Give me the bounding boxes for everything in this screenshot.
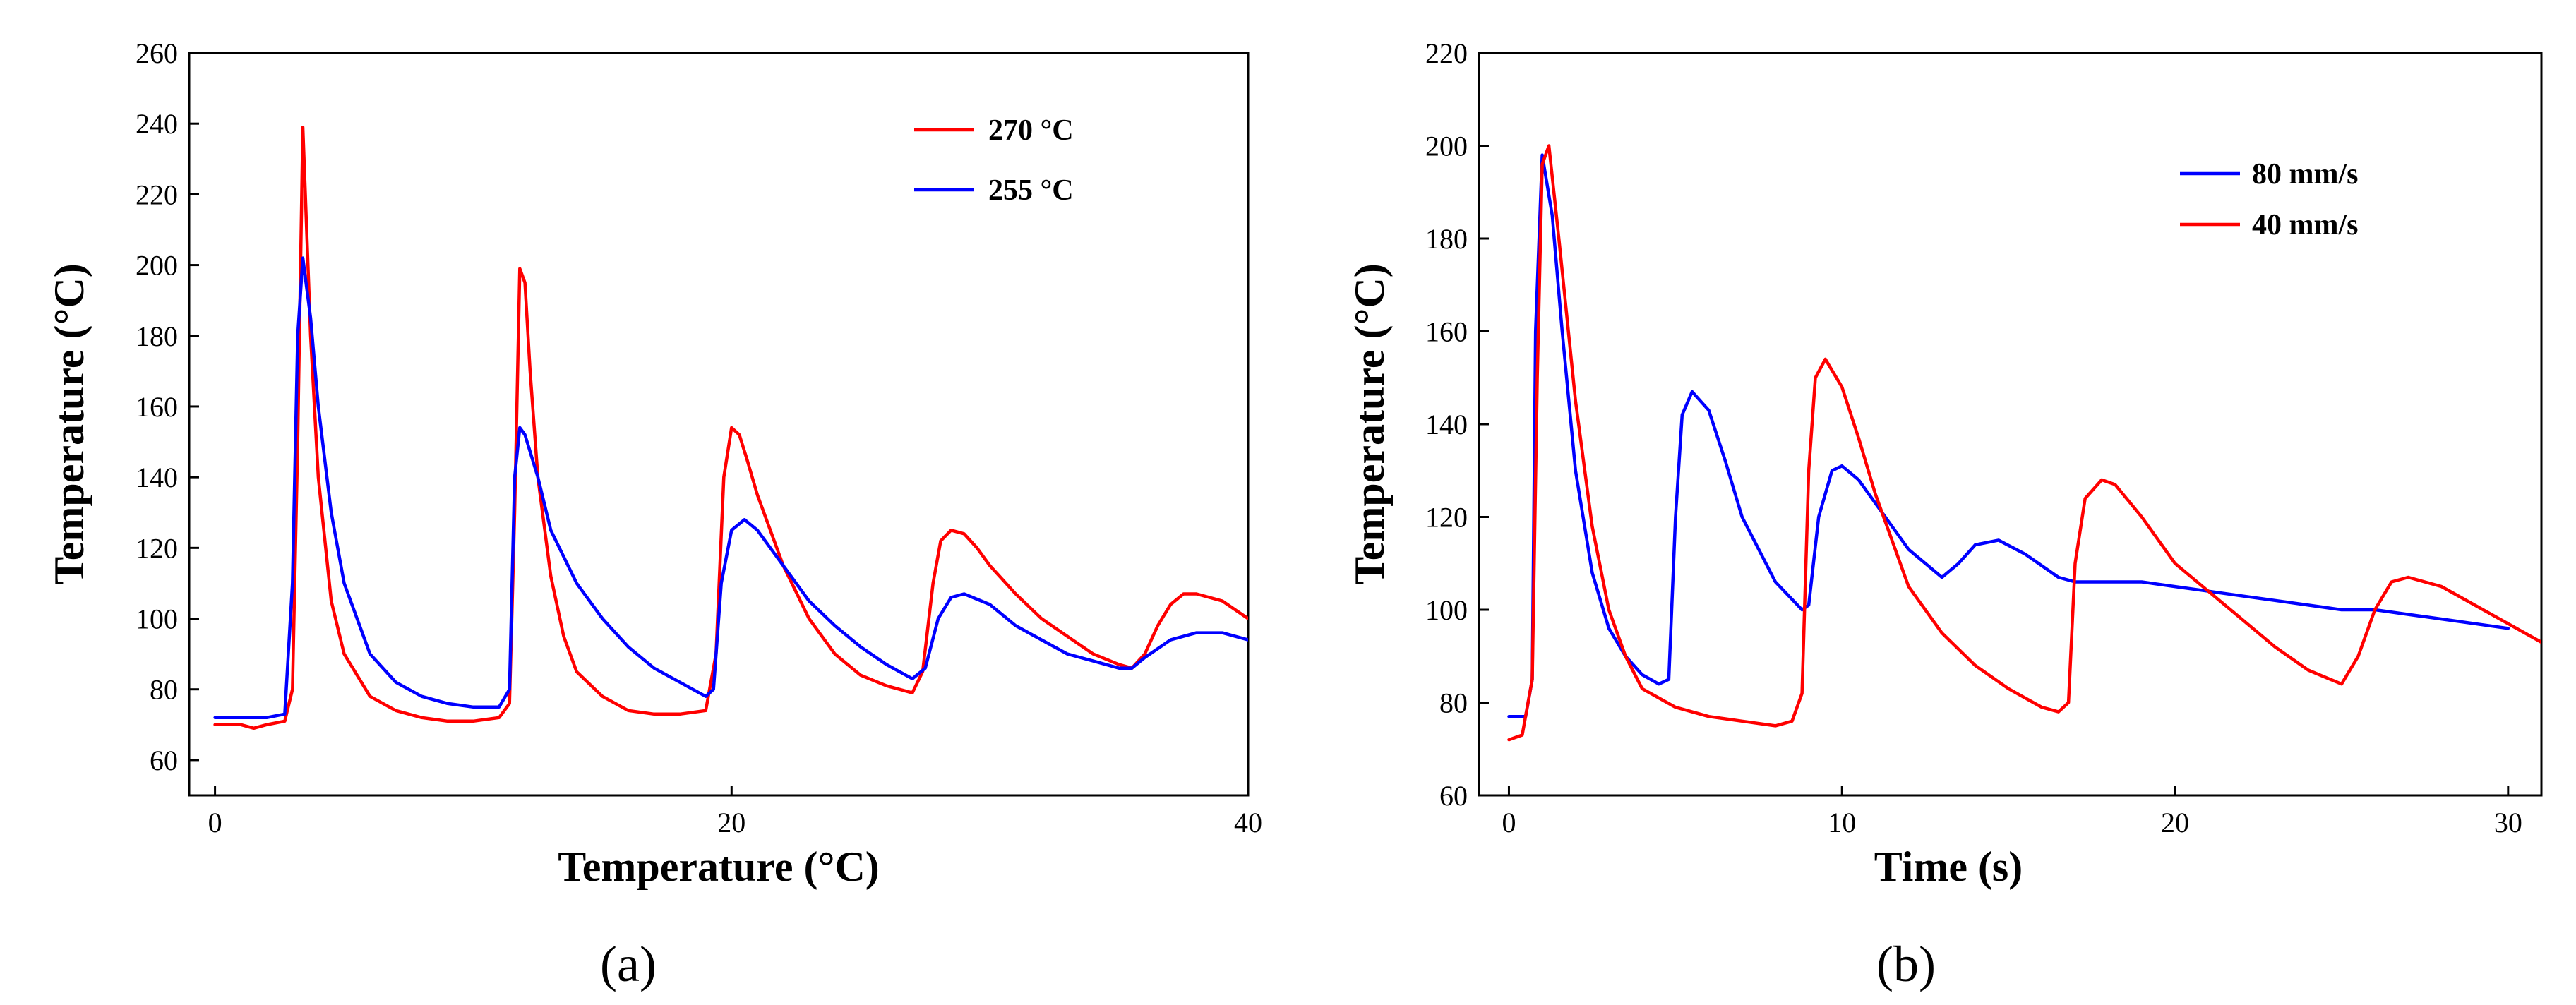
y-tick-label: 100 [136,603,178,635]
y-tick-label: 260 [136,37,178,69]
y-tick-label: 80 [150,674,178,706]
y-tick-label: 60 [1439,780,1468,812]
x-tick-label: 40 [1234,807,1262,838]
x-tick-label: 10 [1828,807,1856,838]
x-tick-label: 0 [208,807,222,838]
series-line-b-0 [1507,153,2510,718]
y-axis-title-b: Temperature (°C) [1346,263,1393,585]
legend-label-255: 255 °C [988,174,1074,207]
y-tick-label: 180 [1425,223,1468,255]
legend-label-270: 270 °C [988,114,1074,147]
legend-a: 270 °C 255 °C [914,114,1074,207]
y-tick-label: 160 [136,391,178,423]
y-ticks-a: 60 80 100 120 140 160 180 200 220 240 260 [136,37,199,776]
x-ticks-b: 0 10 20 30 [1502,786,2522,838]
series-line-a-0 [213,125,1248,730]
y-tick-label: 140 [136,462,178,493]
panel-label-b: (b) [1876,936,1936,992]
y-tick-label: 220 [1425,37,1468,69]
y-tick-label: 180 [136,320,178,352]
x-tick-label: 20 [717,807,745,838]
plot-frame-a [188,52,1250,797]
legend-label-80mms: 80 mm/s [2252,158,2359,191]
y-tick-label: 200 [1425,131,1468,162]
y-tick-label: 200 [136,250,178,282]
legend-b: 80 mm/s 40 mm/s [2180,158,2359,241]
chart-panel-b: 60 80 100 120 140 160 180 200 220 0 10 20 30 80 mm/… [1346,37,2543,992]
y-tick-label: 140 [1425,409,1468,440]
y-tick-label: 220 [136,179,178,210]
y-tick-label: 160 [1425,316,1468,348]
y-axis-title-a: Temperature (°C) [46,263,92,585]
series-lines-b [1507,144,2541,742]
panel-label-a: (a) [600,936,657,992]
x-tick-label: 0 [1502,807,1516,838]
y-tick-label: 240 [136,108,178,140]
y-tick-label: 100 [1425,594,1468,626]
chart-panel-a: 60 80 100 120 140 160 180 200 220 240 260 0 20 40 27… [46,37,1262,992]
y-ticks-b: 60 80 100 120 140 160 180 200 220 [1425,37,1489,812]
legend-label-40mms: 40 mm/s [2252,209,2359,241]
series-line-b-1 [1507,144,2541,742]
y-tick-label: 120 [1425,502,1468,534]
x-tick-label: 20 [2161,807,2189,838]
x-axis-title-a: Temperature (°C) [558,843,880,890]
series-lines-a [213,125,1248,730]
x-tick-label: 30 [2494,807,2522,838]
y-tick-label: 60 [150,745,178,776]
y-tick-label: 80 [1439,687,1468,719]
y-tick-label: 120 [136,532,178,564]
x-axis-title-b: Time (s) [1874,843,2023,890]
series-line-a-1 [213,256,1248,720]
x-ticks-a: 0 20 40 [208,786,1262,838]
